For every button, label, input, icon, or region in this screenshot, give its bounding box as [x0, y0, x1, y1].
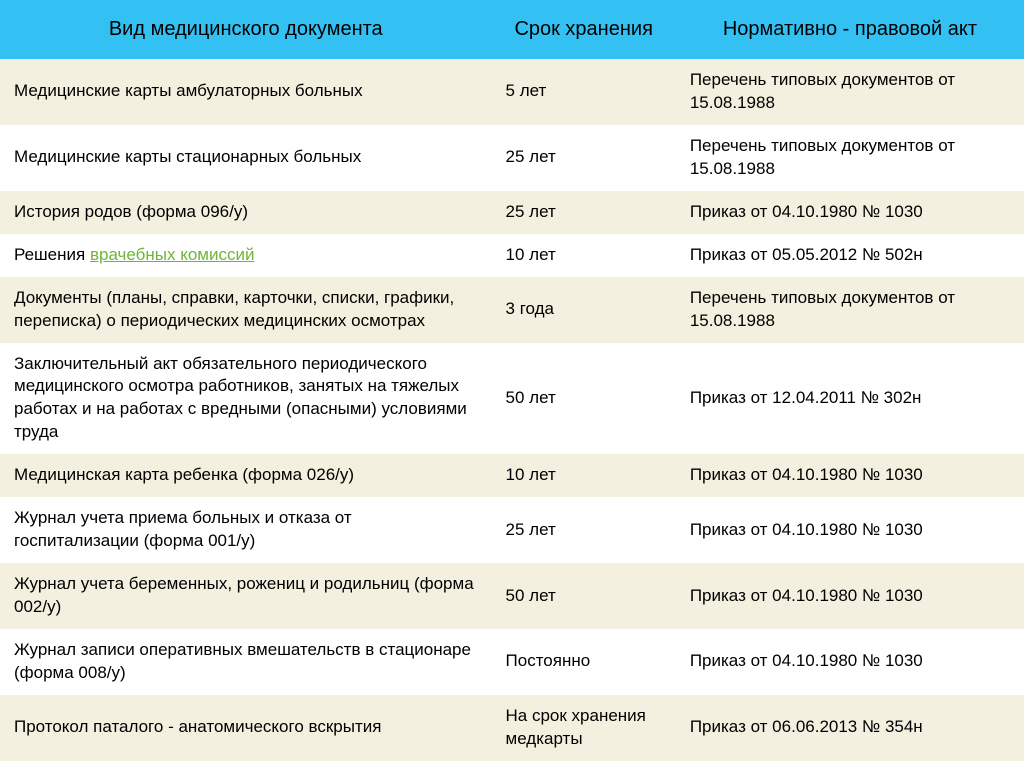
cell-act: Перечень типовых документов от 15.08.198…: [676, 59, 1024, 125]
cell-term: 50 лет: [492, 343, 676, 455]
table-row: Протокол паталого - анатомического вскры…: [0, 695, 1024, 761]
cell-doc: Медицинские карты стационарных больных: [0, 125, 492, 191]
cell-term: 10 лет: [492, 234, 676, 277]
cell-term: 5 лет: [492, 59, 676, 125]
cell-act: Приказ от 04.10.1980 № 1030: [676, 629, 1024, 695]
cell-term: 25 лет: [492, 191, 676, 234]
col-header-doc: Вид медицинского документа: [0, 0, 492, 59]
cell-doc: Решения врачебных комиссий: [0, 234, 492, 277]
doc-text: Заключительный акт обязательного периоди…: [14, 354, 467, 442]
table-row: История родов (форма 096/у) 25 летПриказ …: [0, 191, 1024, 234]
cell-doc: Журнал учета приема больных и отказа от …: [0, 497, 492, 563]
table-row: Заключительный акт обязательного периоди…: [0, 343, 1024, 455]
cell-doc: Медицинская карта ребенка (форма 026/у): [0, 454, 492, 497]
cell-term: 50 лет: [492, 563, 676, 629]
doc-text: Документы (планы, справки, карточки, спи…: [14, 288, 454, 330]
cell-doc: Журнал записи оперативных вмешательств в…: [0, 629, 492, 695]
table-row: Медицинские карты стационарных больных 25…: [0, 125, 1024, 191]
table-row: Журнал учета приема больных и отказа от …: [0, 497, 1024, 563]
table-row: Медицинская карта ребенка (форма 026/у) 1…: [0, 454, 1024, 497]
cell-term: 25 лет: [492, 125, 676, 191]
table-row: Документы (планы, справки, карточки, спи…: [0, 277, 1024, 343]
documents-table: Вид медицинского документа Срок хранения…: [0, 0, 1024, 761]
table-row: Решения врачебных комиссий10 летПриказ о…: [0, 234, 1024, 277]
table-row: Медицинские карты амбулаторных больных 5 …: [0, 59, 1024, 125]
doc-text: Журнал учета приема больных и отказа от …: [14, 508, 352, 550]
cell-act: Приказ от 06.06.2013 № 354н: [676, 695, 1024, 761]
cell-act: Приказ от 04.10.1980 № 1030: [676, 454, 1024, 497]
col-header-act: Нормативно - правовой акт: [676, 0, 1024, 59]
table-row: Журнал учета беременных, рожениц и родил…: [0, 563, 1024, 629]
cell-doc: Журнал учета беременных, рожениц и родил…: [0, 563, 492, 629]
doc-text: Журнал записи оперативных вмешательств в…: [14, 640, 471, 682]
doc-text: Протокол паталого - анатомического вскры…: [14, 717, 381, 736]
cell-term: 10 лет: [492, 454, 676, 497]
cell-act: Приказ от 12.04.2011 № 302н: [676, 343, 1024, 455]
cell-doc: Протокол паталого - анатомического вскры…: [0, 695, 492, 761]
cell-act: Перечень типовых документов от 15.08.198…: [676, 125, 1024, 191]
cell-act: Приказ от 04.10.1980 № 1030: [676, 191, 1024, 234]
cell-doc: Медицинские карты амбулаторных больных: [0, 59, 492, 125]
cell-act: Приказ от 04.10.1980 № 1030: [676, 563, 1024, 629]
cell-act: Приказ от 05.05.2012 № 502н: [676, 234, 1024, 277]
table-body: Медицинские карты амбулаторных больных 5 …: [0, 59, 1024, 761]
cell-term: На срок хранения медкарты: [492, 695, 676, 761]
cell-doc: Заключительный акт обязательного периоди…: [0, 343, 492, 455]
doc-link[interactable]: врачебных комиссий: [90, 245, 255, 264]
doc-text: Медицинская карта ребенка (форма 026/у): [14, 465, 354, 484]
cell-doc: История родов (форма 096/у): [0, 191, 492, 234]
doc-text: Журнал учета беременных, рожениц и родил…: [14, 574, 474, 616]
cell-term: 3 года: [492, 277, 676, 343]
table-header-row: Вид медицинского документа Срок хранения…: [0, 0, 1024, 59]
cell-term: 25 лет: [492, 497, 676, 563]
doc-text: Медицинские карты стационарных больных: [14, 147, 361, 166]
doc-text: История родов (форма 096/у): [14, 202, 248, 221]
doc-text: Медицинские карты амбулаторных больных: [14, 81, 363, 100]
cell-act: Приказ от 04.10.1980 № 1030: [676, 497, 1024, 563]
cell-act: Перечень типовых документов от 15.08.198…: [676, 277, 1024, 343]
cell-term: Постоянно: [492, 629, 676, 695]
table-row: Журнал записи оперативных вмешательств в…: [0, 629, 1024, 695]
cell-doc: Документы (планы, справки, карточки, спи…: [0, 277, 492, 343]
col-header-term: Срок хранения: [492, 0, 676, 59]
doc-text: Решения: [14, 245, 90, 264]
